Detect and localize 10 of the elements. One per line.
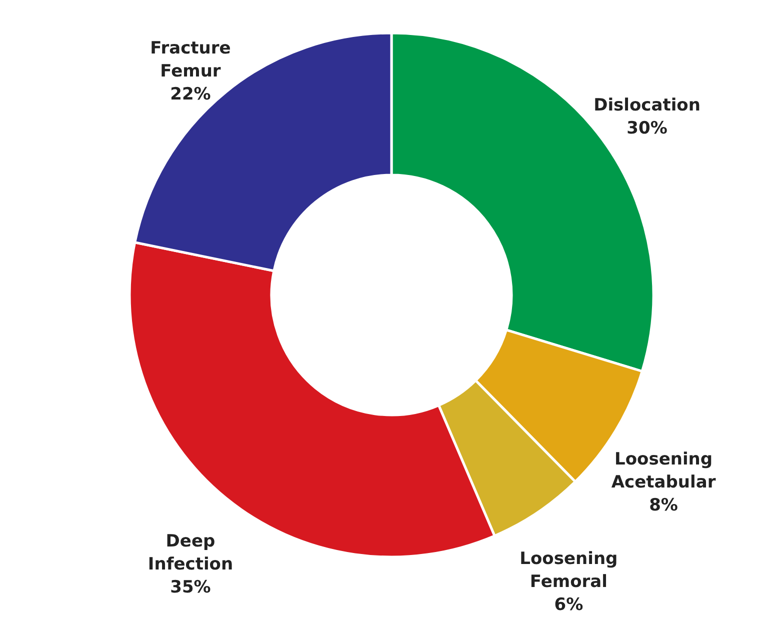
slice-label: Loosening Acetabular <box>611 450 716 493</box>
data-label: 35% <box>170 577 211 598</box>
data-label: 30% <box>626 118 668 139</box>
slice-label: Dislocation <box>594 96 700 116</box>
slice-label: Fracture Femur <box>150 38 231 82</box>
data-label: 8% <box>649 496 678 516</box>
slice-label: Deep Infection <box>148 531 234 574</box>
slice-label: Loosening Femoral <box>520 549 618 592</box>
data-label: 6% <box>554 595 584 616</box>
data-label: 22% <box>170 84 211 105</box>
